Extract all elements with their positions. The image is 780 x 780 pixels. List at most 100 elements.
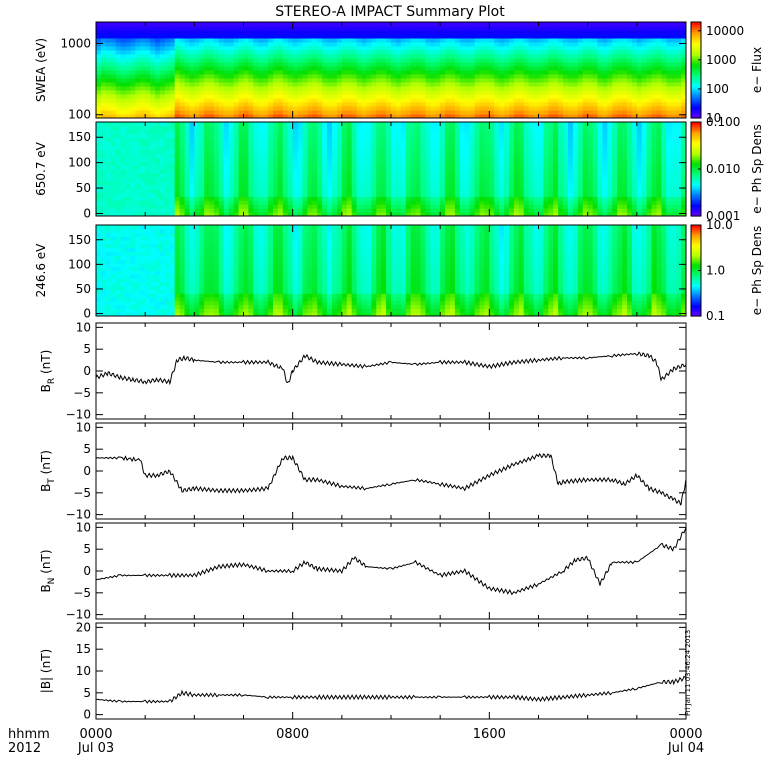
heatmap-cell — [199, 82, 205, 87]
heatmap-cell — [351, 145, 358, 150]
heatmap-cell — [184, 188, 190, 193]
heatmap-cell — [597, 38, 603, 43]
heatmap-cell — [381, 153, 387, 158]
heatmap-cell — [459, 204, 466, 209]
heatmap-cell — [538, 30, 544, 35]
heatmap-cell — [346, 129, 353, 135]
heatmap-cell — [425, 66, 431, 71]
heatmap-cell — [489, 188, 495, 193]
heatmap-cell — [341, 208, 348, 213]
heatmap-cell — [661, 102, 667, 107]
heatmap-cell — [459, 106, 466, 111]
heatmap-cell — [548, 42, 554, 47]
heatmap-cell — [661, 114, 667, 119]
heatmap-cell — [253, 122, 259, 127]
heatmap-cell — [336, 172, 343, 178]
heatmap-cell — [415, 66, 421, 71]
heatmap-cell — [346, 137, 353, 143]
heatmap-cell — [155, 149, 161, 154]
heatmap-cell — [474, 46, 480, 51]
heatmap-cell — [454, 157, 461, 162]
heatmap-cell — [607, 34, 613, 39]
heatmap-cell — [282, 180, 289, 186]
heatmap-cell — [169, 165, 176, 170]
heatmap-cell — [484, 34, 490, 39]
heatmap-cell — [479, 50, 485, 55]
heatmap-cell — [435, 62, 441, 67]
heatmap-cell — [218, 176, 225, 182]
heatmap-cell — [479, 204, 485, 209]
heatmap-cell — [435, 110, 441, 115]
heatmap-cell — [179, 172, 185, 178]
heatmap-cell — [499, 86, 505, 91]
heatmap-cell — [110, 102, 117, 107]
heatmap-cell — [366, 200, 372, 205]
heatmap-cell — [489, 165, 495, 170]
heatmap-cell — [351, 141, 358, 146]
heatmap-cell — [164, 141, 171, 146]
heatmap-cell — [484, 145, 490, 150]
heatmap-cell — [204, 129, 210, 135]
heatmap-cell — [263, 137, 269, 143]
heatmap-cell — [155, 38, 161, 43]
heatmap-cell — [445, 90, 451, 95]
heatmap-cell — [130, 82, 136, 87]
heatmap-cell — [405, 78, 412, 83]
heatmap-cell — [253, 137, 259, 143]
heatmap-cell — [194, 172, 200, 178]
heatmap-cell — [474, 42, 480, 47]
heatmap-cell — [297, 153, 303, 158]
heatmap-cell — [115, 137, 122, 143]
heatmap-cell — [494, 176, 500, 182]
heatmap-cell — [351, 42, 358, 47]
heatmap-cell — [297, 212, 303, 217]
heatmap-cell — [489, 26, 495, 31]
heatmap-cell — [577, 58, 584, 63]
heatmap-cell — [577, 30, 584, 35]
heatmap-cell — [440, 165, 446, 170]
heatmap-cell — [145, 165, 151, 170]
heatmap-cell — [405, 54, 412, 59]
heatmap-cell — [577, 106, 584, 111]
heatmap-cell — [499, 192, 505, 197]
heatmap-cell — [405, 157, 412, 162]
heatmap-cell — [656, 74, 662, 79]
heatmap-cell — [489, 184, 495, 190]
heatmap-cell — [243, 114, 249, 119]
heatmap-cell — [405, 200, 412, 205]
heatmap-cell — [612, 110, 618, 115]
heatmap-cell — [459, 157, 466, 162]
heatmap-cell — [174, 66, 181, 71]
heatmap-cell — [273, 208, 279, 213]
heatmap-cell — [204, 110, 210, 115]
heatmap-cell — [484, 86, 490, 91]
heatmap-cell — [263, 86, 269, 91]
heatmap-cell — [346, 34, 353, 39]
heatmap-cell — [356, 125, 362, 131]
heatmap-cell — [184, 204, 190, 209]
heatmap-cell — [253, 98, 259, 103]
heatmap-cell — [513, 74, 520, 79]
heatmap-cell — [327, 34, 333, 39]
heatmap-cell — [366, 42, 372, 47]
heatmap-cell — [120, 200, 126, 205]
heatmap-cell — [366, 196, 372, 201]
heatmap-cell — [440, 50, 446, 55]
heatmap-cell — [155, 22, 161, 27]
heatmap-cell — [287, 188, 294, 193]
heatmap-cell — [145, 188, 151, 193]
heatmap-cell — [504, 204, 510, 209]
heatmap-cell — [681, 102, 687, 107]
heatmap-cell — [258, 94, 264, 99]
heatmap-cell — [627, 70, 633, 75]
heatmap-cell — [563, 22, 569, 27]
heatmap-cell — [356, 137, 362, 143]
heatmap-cell — [258, 196, 264, 201]
heatmap-cell — [307, 153, 313, 158]
heatmap-cell — [533, 98, 539, 103]
heatmap-cell — [607, 54, 613, 59]
heatmap-cell — [597, 42, 603, 47]
heatmap-cell — [366, 153, 372, 158]
heatmap-cell — [607, 46, 613, 51]
heatmap-cell — [454, 129, 461, 135]
